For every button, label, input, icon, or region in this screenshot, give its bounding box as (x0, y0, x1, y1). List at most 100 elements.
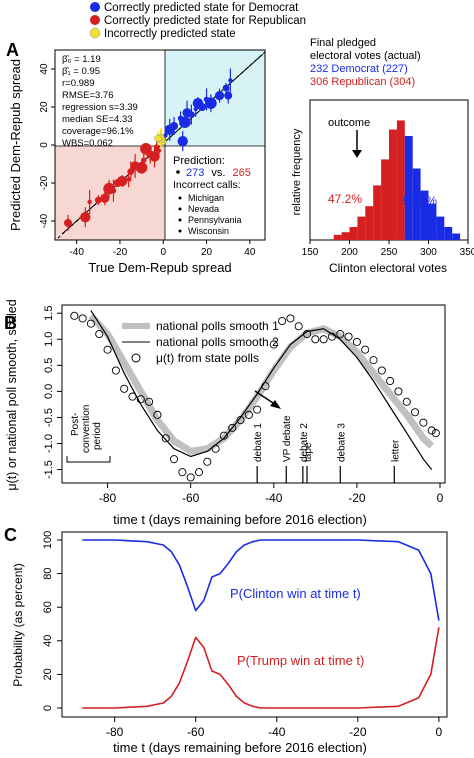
state-point (154, 134, 162, 143)
mu-point (311, 335, 320, 344)
state-bullet (178, 196, 182, 200)
state-point (187, 111, 195, 118)
state-point (87, 199, 92, 205)
y-tick-label: -20 (39, 175, 50, 190)
final-votes-rep: 306 Republican (304) (310, 76, 415, 88)
histogram-bar (341, 232, 350, 240)
mu-point (377, 366, 386, 375)
histogram-bar (452, 233, 461, 240)
y-tick-label: 0 (42, 705, 54, 711)
y-tick-label: 20 (42, 668, 54, 680)
stats-box: β̂₀ = 1.19 β̂₁ = 0.95 r=0.989 RMSE=3.76 … (62, 54, 138, 149)
x-tick-label: 0 (436, 725, 443, 739)
outcome-label: outcome (328, 117, 370, 129)
x-tick-label: -60 (182, 491, 200, 505)
mu-point (386, 376, 395, 386)
state-point (198, 103, 207, 111)
histogram-bar (428, 203, 437, 240)
mu-point (431, 429, 440, 438)
convention-label-1: Post- (70, 413, 81, 436)
state-point (228, 78, 233, 83)
histogram: 150 200 250 300 350 outcome 47.2% 52.8% (302, 99, 474, 258)
state-point (153, 144, 160, 150)
state-point (179, 116, 191, 128)
x-tick-label: 20 (201, 247, 213, 258)
mu-point (411, 408, 420, 417)
panel-b-frame (61, 304, 446, 484)
x-tick-label: -80 (106, 725, 124, 739)
histogram-bar (333, 234, 342, 240)
mu-point (427, 426, 436, 435)
y-tick-label: 1.5 (43, 306, 55, 321)
state-michigan: Michigan (188, 193, 224, 203)
stat-median-se: median SE=4.33 (62, 114, 133, 125)
panel-b-yticks: -1.5 -1.0 -0.5 0.0 0.5 1.0 1.5 (43, 306, 62, 479)
histogram-xlabel: Clinton electoral votes (329, 261, 447, 275)
panel-c-yticks: 0 20 40 60 80 100 (42, 531, 62, 711)
event-label: letter (390, 439, 401, 462)
mu-point (302, 330, 312, 339)
incorrect-calls-title: Incorrect calls: (173, 179, 241, 191)
x-tick-label: -80 (99, 491, 117, 505)
mu-point (111, 366, 120, 375)
mu-point (153, 410, 162, 419)
mu-point (211, 444, 220, 453)
mu-point (327, 332, 337, 341)
state-bullet (178, 207, 182, 211)
y-tick-label: 20 (39, 101, 50, 113)
legend-smooth1-label: national polls smooth 1 (156, 319, 279, 333)
panel-b-ylabel: μ(t) or national poll smooth, scaled (5, 299, 19, 490)
mu-point (394, 387, 403, 396)
mu-point (294, 322, 303, 331)
mu-point (103, 345, 112, 354)
smooth2-line (90, 310, 433, 470)
y-tick-label: -0.5 (43, 408, 55, 427)
state-nevada: Nevada (188, 204, 219, 214)
state-point (113, 179, 122, 187)
event-label: tape (303, 442, 314, 462)
mu-point (269, 340, 278, 349)
state-point (100, 193, 110, 203)
mu-point (145, 397, 154, 406)
mu-point (261, 382, 270, 391)
scatter-ylabel: Predicted Dem-Repub spread (8, 59, 23, 231)
mu-point (228, 423, 237, 432)
state-bullet (178, 218, 182, 222)
panel-b-legend: national polls smooth 1 national polls s… (122, 319, 279, 365)
histogram-bar (373, 185, 382, 240)
final-votes-dem: 232 Democrat (227) (310, 63, 408, 75)
mu-point (136, 395, 145, 404)
mu-point (203, 457, 212, 466)
mu-point (344, 332, 353, 341)
histogram-bar (381, 159, 389, 240)
prediction-box: Prediction: 273 vs. 265 Incorrect calls:… (170, 152, 263, 236)
panel-c-frame (61, 531, 448, 718)
x-tick-label: -40 (268, 725, 286, 739)
mu-point (178, 468, 187, 477)
state-bullet (178, 229, 182, 233)
scatter-xticks: -40 -20 0 20 40 (69, 240, 256, 258)
final-votes-line2: electoral votes (actual) (310, 50, 421, 62)
convention-annotation: Post- convention period (66, 405, 111, 463)
state-point (103, 182, 115, 195)
final-votes: Final pledged electoral votes (actual) 2… (310, 37, 421, 88)
mu-point (253, 405, 262, 414)
mu-point (278, 316, 287, 326)
stat-rmse: RMSE=3.76 (62, 90, 114, 101)
mu-point (419, 418, 428, 427)
highlight-arrow (254, 390, 277, 406)
x-tick-label: -40 (265, 491, 283, 505)
histogram-bar (436, 216, 445, 240)
stat-beta0: β̂₀ = 1.19 (62, 54, 101, 65)
state-point (170, 122, 179, 130)
y-tick-label: 0.0 (43, 384, 55, 399)
y-tick-label: -1.5 (43, 460, 55, 479)
prediction-values: 273 vs. 265 (186, 167, 251, 179)
panel-c-plot: -80 -60 -40 -20 0 0 20 40 60 80 100 P(Clinton win… (42, 531, 448, 739)
x-tick-label: 0 (437, 491, 444, 505)
scatter-yticks: -40 -20 0 20 40 (39, 63, 55, 228)
stat-wbs: WBS=0.062 (62, 138, 113, 149)
scatter-points (63, 68, 233, 231)
